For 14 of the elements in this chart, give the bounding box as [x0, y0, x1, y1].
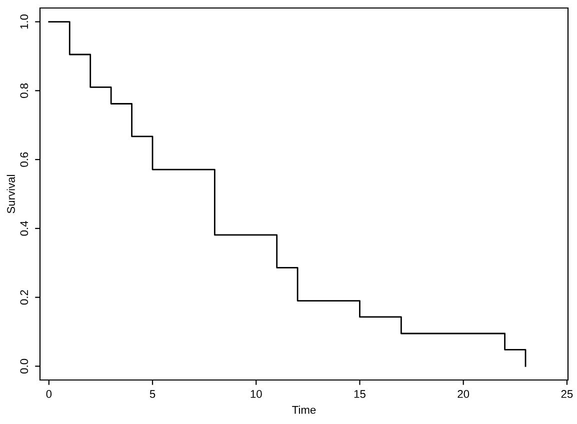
x-tick-label: 0 — [46, 390, 52, 398]
y-axis-title: Survival — [6, 174, 15, 214]
y-tick-label: 0.4 — [20, 221, 28, 236]
x-axis-title: Time — [292, 406, 316, 414]
x-tick-label: 15 — [354, 390, 366, 398]
y-tick-label: 0.0 — [20, 358, 28, 374]
x-tick-label: 20 — [458, 390, 470, 398]
x-tick-label: 25 — [561, 390, 573, 398]
y-tick-label: 1.0 — [20, 14, 28, 29]
x-tick-label: 10 — [250, 390, 262, 398]
y-tick-label: 0.6 — [20, 152, 28, 167]
y-tick-label: 0.8 — [20, 83, 28, 98]
x-tick-label: 5 — [150, 390, 156, 398]
y-tick-label: 0.2 — [20, 290, 28, 305]
